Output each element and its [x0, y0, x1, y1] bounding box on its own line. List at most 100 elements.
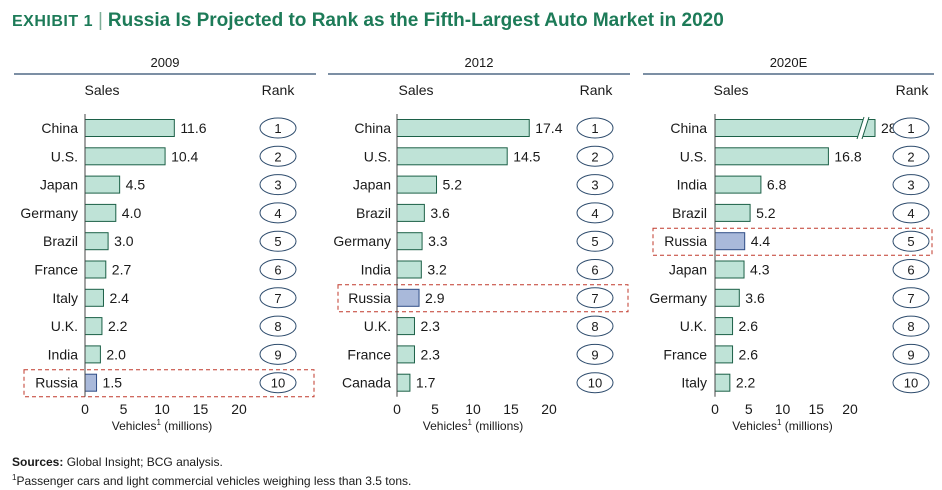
- data-label: 2.0: [106, 346, 126, 362]
- rank-number: 7: [591, 291, 598, 306]
- data-label: 3.3: [428, 233, 448, 249]
- data-label: 3.6: [430, 205, 450, 221]
- x-tick-label: 10: [154, 401, 170, 417]
- sales-bar: [396, 147, 508, 166]
- rank-badge: [892, 174, 930, 196]
- sales-bar: [714, 288, 740, 307]
- country-label: France: [347, 346, 391, 362]
- x-tick-label: 0: [711, 401, 719, 417]
- rank-badge: [576, 117, 614, 139]
- data-label: 16.8: [834, 148, 861, 164]
- panel-2009-title: 2009: [151, 55, 180, 70]
- rank-number: 1: [591, 121, 598, 136]
- rank-number: 9: [274, 347, 281, 362]
- rank-badge: [576, 372, 614, 394]
- sales-bar: [714, 373, 731, 392]
- data-label: 3.2: [427, 262, 447, 278]
- rank-badge: [576, 202, 614, 224]
- title-text: Russia Is Projected to Rank as the Fifth…: [107, 10, 724, 31]
- country-label: Germany: [333, 233, 391, 249]
- x-axis-label: Vehicles1 (millions): [732, 418, 833, 433]
- x-tick-label: 0: [393, 401, 401, 417]
- rank-badge: [576, 315, 614, 337]
- axis-break-mark: [861, 116, 870, 140]
- sales-bar: [714, 232, 746, 251]
- country-label: Brazil: [672, 205, 707, 221]
- rank-number: 10: [588, 376, 602, 391]
- sales-bar: [714, 260, 745, 279]
- data-label: 5.2: [756, 205, 776, 221]
- footnote-line: 1Passenger cars and light commercial veh…: [12, 470, 932, 489]
- country-label: India: [48, 346, 79, 362]
- x-tick-label: 20: [842, 401, 858, 417]
- exhibit-title: Exhibit 1 | Russia Is Projected to Rank as…: [12, 10, 932, 38]
- sales-bar: [396, 288, 420, 307]
- data-label: 2.9: [425, 290, 445, 306]
- panel-2012-rank-header: Rank: [580, 82, 614, 98]
- country-label: U.S.: [680, 148, 707, 164]
- rank-badge: [259, 117, 297, 139]
- x-tick-label: 5: [745, 401, 753, 417]
- x-tick-label: 5: [431, 401, 439, 417]
- rank-number: 6: [591, 263, 598, 278]
- panel-2009-rank-header: Rank: [262, 82, 296, 98]
- panel-2020e-title: 2020E: [770, 55, 808, 70]
- rank-badge: [576, 174, 614, 196]
- rank-number: 9: [907, 347, 914, 362]
- rank-number: 4: [907, 206, 914, 221]
- country-label: Brazil: [43, 233, 78, 249]
- rank-badge: [259, 259, 297, 280]
- country-label: Italy: [681, 375, 707, 391]
- data-label: 2.6: [739, 318, 759, 334]
- country-label: India: [677, 177, 708, 193]
- data-label: 2.4: [109, 290, 129, 306]
- country-label: Japan: [669, 262, 707, 278]
- rank-number: 4: [274, 206, 281, 221]
- data-label: 3.0: [114, 233, 134, 249]
- rank-badge: [576, 343, 614, 365]
- rank-number: 3: [274, 178, 281, 193]
- country-label: France: [663, 346, 707, 362]
- sales-bar: [714, 175, 762, 194]
- panel-2020e-highlight-box: [652, 227, 933, 256]
- panel-2012-title: 2012: [465, 55, 494, 70]
- sales-bar: [396, 260, 422, 279]
- rank-badge: [892, 202, 930, 224]
- rank-badge: [892, 287, 930, 309]
- rank-badge: [259, 145, 297, 167]
- data-label: 2.2: [736, 375, 756, 391]
- sales-bar: [84, 119, 175, 137]
- rank-badge: [892, 315, 930, 337]
- sales-bar: [84, 260, 107, 279]
- rank-number: 3: [907, 178, 914, 193]
- sales-bar: [396, 232, 423, 251]
- x-tick-label: 15: [193, 401, 209, 417]
- rank-badge: [892, 372, 930, 394]
- sales-bar: [84, 345, 101, 364]
- rank-number: 10: [271, 376, 285, 391]
- rank-badge: [576, 230, 614, 252]
- data-label: 2.2: [108, 318, 128, 334]
- rank-number: 1: [907, 121, 914, 136]
- country-label: China: [354, 120, 391, 136]
- data-label: 1.5: [103, 375, 123, 391]
- rank-number: 5: [591, 234, 598, 249]
- rank-number: 8: [274, 319, 281, 334]
- data-label: 11.6: [180, 120, 206, 136]
- data-label: 4.5: [126, 177, 146, 193]
- sales-bar: [396, 119, 530, 137]
- country-label: Germany: [649, 290, 707, 306]
- x-tick-label: 15: [503, 401, 519, 417]
- rank-number: 10: [904, 376, 918, 391]
- sales-bar: [396, 317, 415, 336]
- sources-line: Sources: Global Insight; BCG analysis.: [12, 455, 932, 470]
- x-axis-label: Vehicles1 (millions): [112, 418, 213, 433]
- data-label: 2.6: [739, 346, 759, 362]
- country-label: Japan: [40, 177, 78, 193]
- rank-badge: [259, 372, 297, 394]
- rank-badge: [576, 259, 614, 280]
- panel-2020e-sales-header: Sales: [713, 82, 748, 98]
- rank-number: 8: [591, 319, 598, 334]
- footnote-mark: 1: [12, 473, 17, 482]
